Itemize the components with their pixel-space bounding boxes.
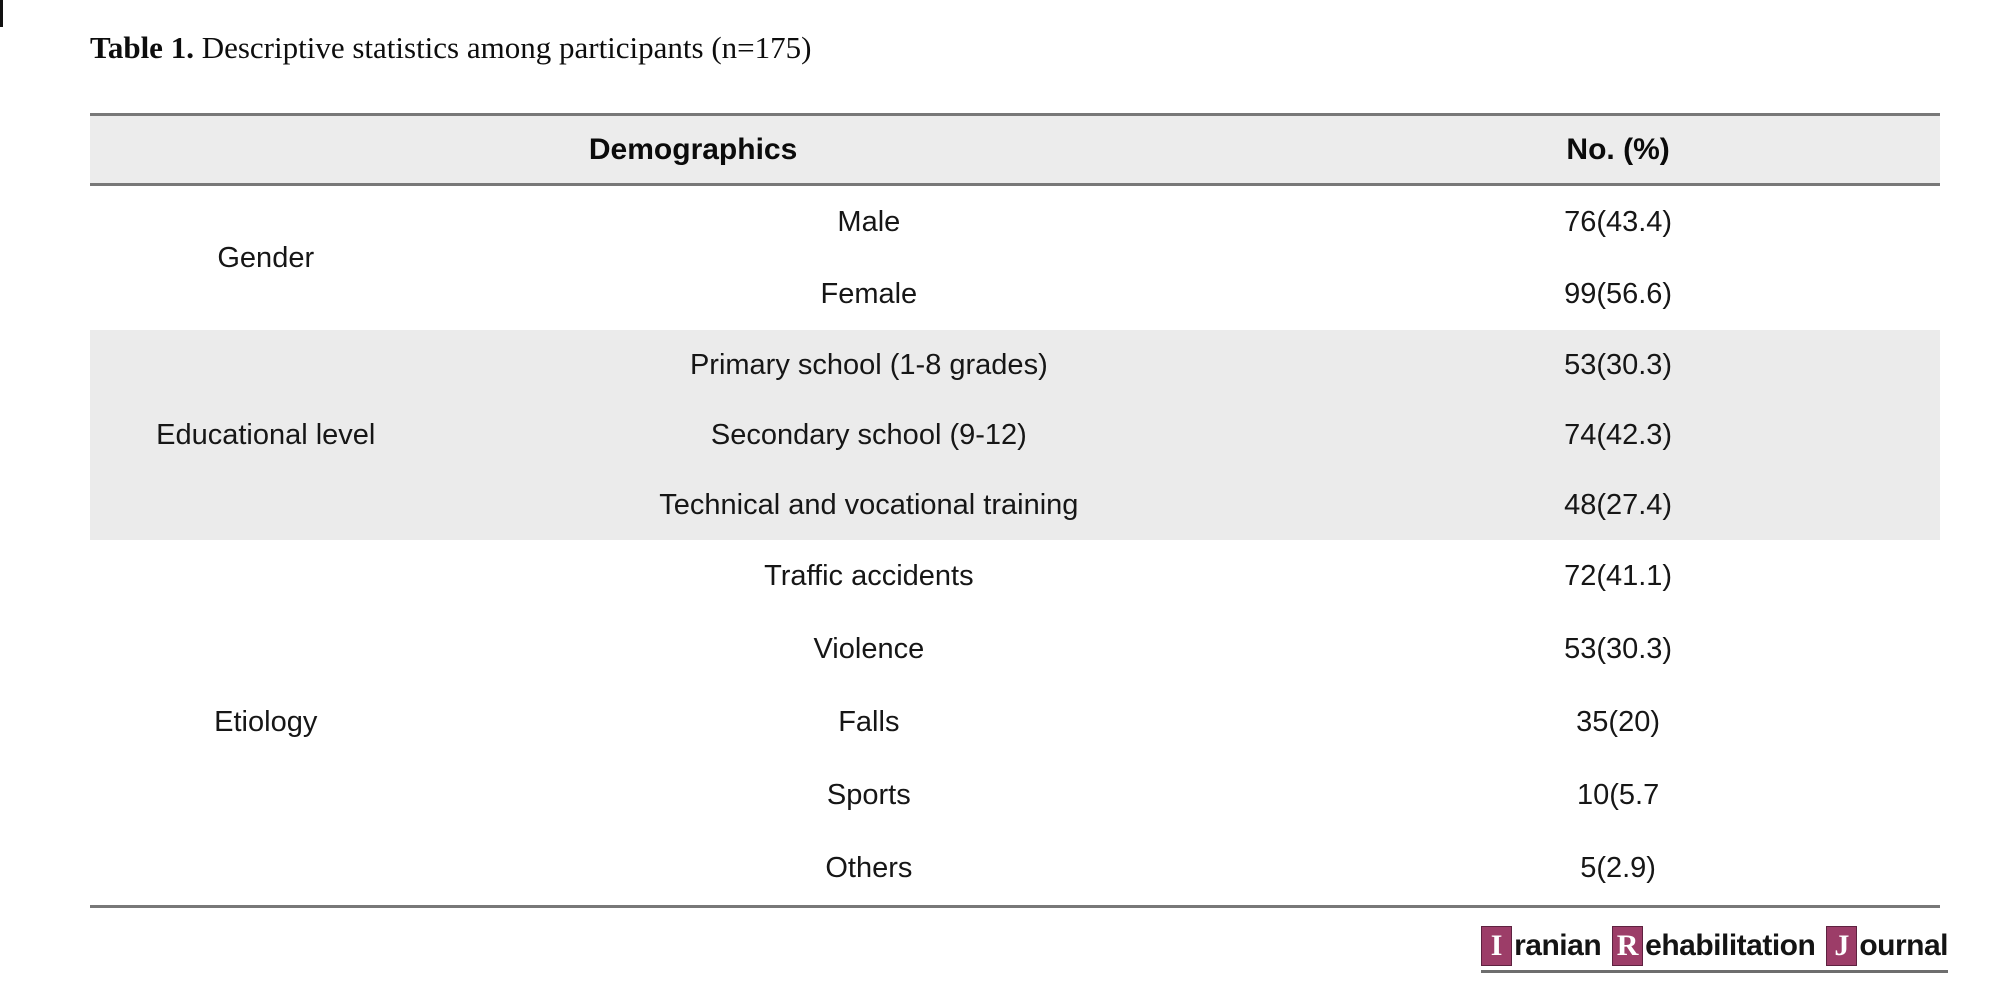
- table-section: Etiology Traffic accidents 72(41.1) Violenc…: [90, 540, 1940, 905]
- logo-rest-rehabilitation: ehabilitation: [1645, 929, 1816, 962]
- journal-logo: I ranian R ehabilitation J ournal: [1481, 926, 1948, 973]
- item-cell: Traffic accidents: [764, 560, 974, 592]
- value-cell: 76(43.4): [1564, 205, 1673, 238]
- value-cell: 99(56.6): [1564, 277, 1673, 310]
- value-cell: 74(42.3): [1564, 418, 1673, 451]
- header-demographics: Demographics: [588, 132, 798, 166]
- item-cell: Sports: [826, 779, 911, 811]
- item-cell: Male: [837, 205, 901, 238]
- logo-word-journal: J ournal: [1826, 926, 1948, 966]
- value-cell: 5(2.9): [1580, 852, 1656, 884]
- table-title: Table 1. Descriptive statistics among pa…: [90, 30, 812, 66]
- value-cell: 48(27.4): [1564, 488, 1673, 521]
- header-count: No. (%): [1566, 132, 1670, 166]
- value-cell: 53(30.3): [1564, 633, 1673, 665]
- table-section: Educational level Primary school (1-8 gra…: [90, 330, 1940, 540]
- logo-rest-journal: ournal: [1859, 929, 1948, 962]
- value-cell: 10(5.7: [1576, 779, 1660, 811]
- logo-initial-r: R: [1612, 926, 1644, 966]
- item-cell: Primary school (1-8 grades): [689, 348, 1048, 381]
- table-header-row: Demographics No. (%): [90, 113, 1940, 186]
- table-title-label: Table 1.: [90, 30, 194, 65]
- table-section: Gender Male 76(43.4) Female 99(56.6): [90, 186, 1940, 330]
- logo-initial-i: I: [1481, 926, 1513, 966]
- table-sections: Gender Male 76(43.4) Female 99(56.6) Educatio…: [90, 186, 1940, 908]
- category-cell: Gender: [217, 241, 315, 274]
- value-cell: 53(30.3): [1564, 348, 1673, 381]
- category-cell: Etiology: [214, 706, 318, 738]
- item-cell: Falls: [838, 706, 900, 738]
- statistics-table: Demographics No. (%) Gender Male 76(43.4) F…: [90, 113, 1940, 908]
- logo-word-iranian: I ranian: [1481, 926, 1602, 966]
- logo-rest-iranian: ranian: [1514, 929, 1602, 962]
- category-cell: Educational level: [156, 418, 376, 451]
- value-cell: 35(20): [1576, 706, 1660, 738]
- item-cell: Technical and vocational training: [659, 488, 1079, 521]
- item-cell: Violence: [813, 633, 925, 665]
- page-edge-artifact: [0, 0, 3, 27]
- table-title-text: Descriptive statistics among participant…: [201, 30, 812, 65]
- logo-initial-j: J: [1826, 926, 1858, 966]
- item-cell: Others: [825, 852, 913, 884]
- item-cell: Secondary school (9-12): [710, 418, 1027, 451]
- logo-word-rehabilitation: R ehabilitation: [1612, 926, 1816, 966]
- item-cell: Female: [820, 277, 918, 310]
- value-cell: 72(41.1): [1564, 560, 1673, 592]
